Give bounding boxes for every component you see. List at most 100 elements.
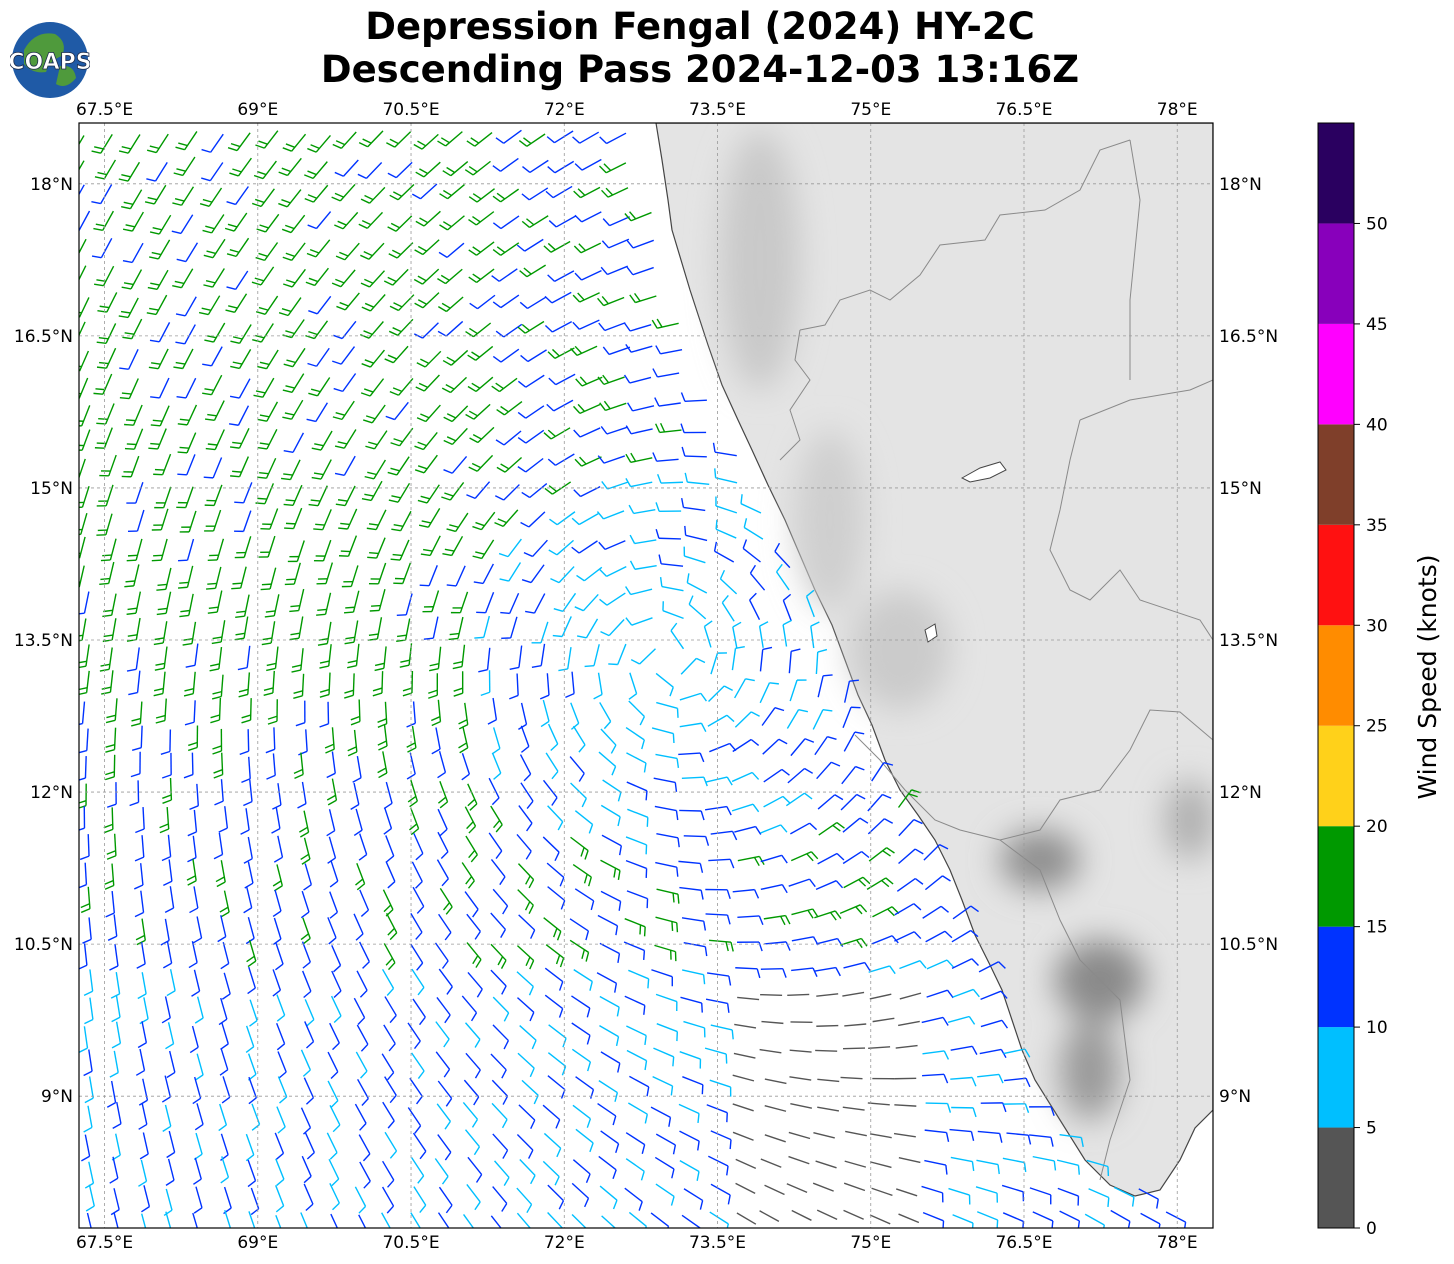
wind-barb-feather	[444, 1120, 451, 1130]
wind-barb	[115, 1021, 122, 1044]
wind-barb-feather	[130, 773, 141, 778]
wind-barb	[791, 908, 813, 916]
wind-barb-feather	[998, 1074, 1004, 1084]
wind-barb	[303, 1183, 314, 1205]
wind-barb	[140, 1159, 148, 1182]
wind-barb-feather	[388, 499, 399, 503]
wind-barb	[815, 1160, 837, 1169]
wind-barb-feather	[265, 748, 275, 754]
wind-barb	[221, 752, 224, 775]
wind-barb	[703, 626, 712, 648]
wind-barb-feather	[176, 168, 186, 172]
wind-barb-feather	[335, 503, 346, 507]
wind-barb	[652, 1075, 673, 1087]
lon-label-bottom: 76.5°E	[995, 1233, 1052, 1253]
wind-barb-feather	[657, 473, 662, 484]
wind-barb	[869, 1214, 891, 1225]
wind-barb-feather	[421, 520, 432, 524]
wind-barb-feather	[271, 828, 281, 834]
wind-barb-feather	[417, 1175, 425, 1184]
wind-barb	[275, 1158, 285, 1180]
wind-barb	[411, 725, 417, 748]
wind-barb	[157, 239, 171, 260]
wind-barb-feather	[174, 280, 185, 285]
wind-barb-feather	[235, 615, 245, 619]
wind-barb-feather	[503, 1012, 510, 1022]
wind-barb	[356, 1024, 369, 1045]
wind-barb-feather	[500, 959, 507, 969]
wind-barb	[871, 1187, 893, 1197]
wind-barb-feather	[589, 981, 593, 991]
wind-barb-feather	[210, 663, 220, 667]
wind-barb	[79, 297, 90, 318]
wind-barb	[407, 1107, 422, 1127]
wind-barb-feather	[496, 192, 506, 200]
wind-barb-feather	[742, 539, 748, 549]
wind-barb	[196, 996, 204, 1019]
wind-barb-feather	[377, 718, 387, 723]
wind-barb-feather	[313, 472, 324, 476]
wind-barb-feather	[945, 1165, 948, 1175]
wind-barb	[556, 539, 574, 556]
wind-barb-feather	[600, 266, 608, 275]
wind-barb	[464, 891, 479, 910]
wind-barb	[193, 700, 196, 723]
wind-barb	[168, 1130, 176, 1153]
wind-barb-feather	[212, 636, 223, 640]
wind-barb-feather	[417, 465, 428, 470]
wind-barb	[608, 238, 630, 249]
wind-barb-feather	[332, 416, 343, 421]
wind-barb-feather	[389, 138, 399, 145]
wind-barb	[461, 995, 478, 1014]
wind-barb-feather	[659, 577, 663, 587]
wind-barb-feather	[586, 1118, 592, 1128]
wind-barb-feather	[774, 542, 781, 552]
wind-barb-feather	[308, 277, 319, 283]
wind-barb-feather	[153, 642, 164, 646]
wind-barb-feather	[526, 822, 533, 832]
wind-barb-feather	[308, 503, 319, 507]
wind-barb	[277, 1051, 287, 1073]
wind-barb-feather	[265, 610, 276, 613]
wind-barb-feather	[630, 452, 637, 462]
wind-barb-feather	[103, 634, 114, 638]
wind-barb-feather	[361, 1098, 369, 1106]
colorbar-tick-label: 50	[1366, 214, 1388, 234]
wind-barb-feather	[616, 1006, 620, 1017]
wind-barb-feather	[389, 1094, 397, 1104]
wind-barb	[302, 917, 311, 939]
wind-barb-feather	[726, 806, 732, 816]
wind-barb	[474, 131, 493, 147]
wind-barb	[630, 588, 653, 596]
wind-barb-feather	[367, 471, 377, 476]
wind-barb-feather	[441, 1176, 449, 1185]
wind-barb-feather	[751, 771, 760, 780]
wind-barb-feather	[572, 136, 581, 144]
wind-barb	[435, 1051, 451, 1070]
wind-barb-feather	[540, 720, 550, 728]
wind-barb-feather	[445, 906, 453, 915]
wind-barb	[79, 160, 85, 171]
wind-barb	[381, 1212, 391, 1228]
wind-barb-feather	[156, 588, 166, 591]
wind-barb-feather	[252, 339, 262, 343]
wind-barb-feather	[386, 1205, 395, 1214]
wind-barb-feather	[474, 1069, 481, 1079]
wind-barb-feather	[358, 142, 369, 148]
wind-barb	[791, 1209, 812, 1221]
wind-barbs	[79, 129, 1187, 1228]
wind-barb	[570, 782, 587, 799]
wind-barb-feather	[625, 617, 633, 626]
wind-barb-feather	[625, 478, 632, 487]
wind-barb	[423, 374, 440, 392]
wind-barb-feather	[474, 931, 481, 940]
wind-barb	[555, 215, 576, 228]
wind-barb	[188, 510, 197, 533]
wind-barb-feather	[118, 315, 129, 319]
wind-barb	[451, 427, 468, 445]
wind-barb-feather	[437, 278, 446, 285]
colorbar-bin	[1318, 223, 1354, 324]
wind-barb	[79, 210, 91, 231]
wind-barb	[871, 935, 893, 945]
wind-barb-feather	[584, 664, 595, 668]
